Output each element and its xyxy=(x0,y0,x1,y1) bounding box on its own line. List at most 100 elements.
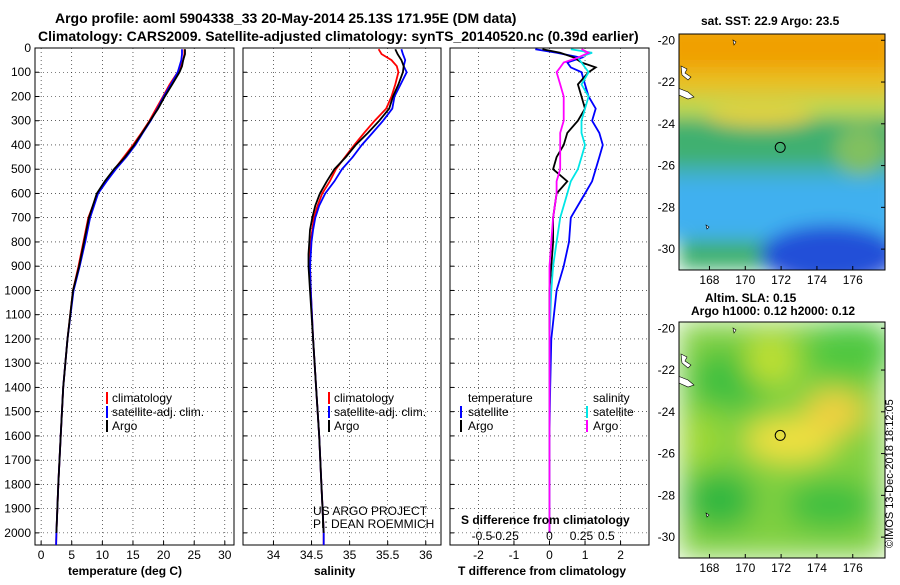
series-satellite-adj-clim- xyxy=(55,49,183,545)
sst-land-islands xyxy=(679,39,737,230)
depth-tick-label: 1600 xyxy=(4,429,31,443)
t-difference-axis-label: T difference from climatology xyxy=(458,564,626,578)
depth-tick-label: 300 xyxy=(11,114,31,128)
map-y-tick-label: -22 xyxy=(658,363,676,377)
s-tick-label: 0 xyxy=(546,529,553,543)
depth-tick-label: 600 xyxy=(11,186,31,200)
legend-climatology: climatology xyxy=(112,391,172,405)
argo-location-marker xyxy=(774,141,786,153)
x-tick-label: 34 xyxy=(267,548,281,562)
x-tick-label: 34.5 xyxy=(300,548,324,562)
x-tick-labels: 0 5 10 15 20 25 30 34 34.5 35 35.5 36 -2 -1 0 1 2 -0.5 -0.… xyxy=(38,529,624,562)
map-y-tick-label: -30 xyxy=(658,242,676,256)
map-y-tick-label: -24 xyxy=(658,117,676,131)
map-y-tick-label: -28 xyxy=(658,200,676,214)
legend-salinity-header: salinity xyxy=(593,391,630,405)
depth-tick-label: 1500 xyxy=(4,405,31,419)
depth-tick-label: 200 xyxy=(11,89,31,103)
depth-tick-labels: 0 100 200 300 400 500 600 700 800 900 1000 1100 1200… xyxy=(4,41,31,540)
map-y-tick-label: -24 xyxy=(658,405,676,419)
map-y-tick-label: -26 xyxy=(658,447,676,461)
sla-mid-2 xyxy=(680,415,720,465)
depth-tick-label: 1200 xyxy=(4,332,31,346)
x-tick-label: 35 xyxy=(343,548,357,562)
x-tick-label: 25 xyxy=(188,548,202,562)
sla-map-title-2: Argo h1000: 0.12 h2000: 0.12 xyxy=(691,304,855,318)
depth-tick-label: 500 xyxy=(11,162,31,176)
depth-tick-label: 1700 xyxy=(4,453,31,467)
difference-plot xyxy=(535,48,604,533)
depth-tick-label: 2000 xyxy=(4,526,31,540)
sla-mid-1 xyxy=(745,335,795,385)
legend-temperature-header: temperature xyxy=(468,391,533,405)
map-x-tick-label: 170 xyxy=(735,561,755,575)
map-x-tick-label: 176 xyxy=(843,273,863,287)
grid-layer xyxy=(35,47,649,545)
title-line-2: Climatology: CARS2009. Satellite-adjuste… xyxy=(38,28,639,44)
sla-low-3 xyxy=(685,470,755,530)
map-x-tick-label: 176 xyxy=(843,561,863,575)
map-y-tick-label: -28 xyxy=(658,488,676,502)
series-argo xyxy=(55,49,186,533)
legend-argo: Argo xyxy=(334,419,360,433)
depth-tick-label: 1100 xyxy=(5,308,31,322)
depth-tick-label: 900 xyxy=(11,259,31,273)
x-tick-label: -2 xyxy=(473,548,484,562)
depth-tick-label: 1800 xyxy=(4,477,31,491)
sst-mid-patch xyxy=(835,125,885,175)
x-tick-label: 20 xyxy=(157,548,171,562)
map-x-tick-label: 168 xyxy=(699,273,719,287)
salinity-panel-frame xyxy=(242,47,442,546)
depth-tick-label: 700 xyxy=(11,211,31,225)
x-tick-label: -1 xyxy=(509,548,520,562)
difference-legend: temperature satellite Argo salinity sate… xyxy=(460,391,634,433)
x-tick-label: 10 xyxy=(96,548,110,562)
s-tick-label: 0.5 xyxy=(598,529,615,543)
sla-high-1 xyxy=(745,418,835,462)
sst-map-title: sat. SST: 22.9 Argo: 23.5 xyxy=(701,14,840,28)
sla-map-frame xyxy=(678,321,886,559)
sla-map xyxy=(679,322,885,558)
legend-satellite: satellite-adj. clim. xyxy=(112,405,204,419)
map-tick-labels: 168 170 172 174 176 -20 -22 -24 -26 -28 -30 168 170 1… xyxy=(658,33,885,575)
sla-low-4 xyxy=(785,480,875,530)
legend-argo: Argo xyxy=(112,419,138,433)
project-annotation: US ARGO PROJECT xyxy=(313,504,428,518)
sla-map-title-1: Altim. SLA: 0.15 xyxy=(705,291,797,305)
sla-high-2 xyxy=(805,390,865,434)
series-climatology xyxy=(309,48,400,545)
salinity-plot xyxy=(307,48,408,545)
sst-cold-patch xyxy=(760,225,885,270)
salinity-axis-label: salinity xyxy=(314,564,356,578)
map-x-tick-label: 168 xyxy=(699,561,719,575)
sla-land-islands xyxy=(679,327,737,518)
sst-map xyxy=(679,34,885,270)
map-y-tick-label: -30 xyxy=(658,530,676,544)
argo-location-marker xyxy=(774,429,786,441)
title-line-1: Argo profile: aoml 5904338_33 20-May-201… xyxy=(55,10,516,26)
sla-low-2 xyxy=(805,322,885,380)
sst-yellow-tongue xyxy=(705,103,815,127)
legend-salinity-satellite: satellite xyxy=(593,405,634,419)
s-difference-axis-label: S difference from climatology xyxy=(461,513,630,527)
x-tick-label: 15 xyxy=(126,548,140,562)
temperature-legend: climatology satellite-adj. clim. Argo xyxy=(106,391,204,433)
temperature-plot xyxy=(55,49,186,545)
pi-annotation: PI: DEAN ROEMMICH xyxy=(313,517,434,531)
map-x-tick-label: 174 xyxy=(807,273,827,287)
x-tick-label: 36 xyxy=(419,548,433,562)
x-tick-label: 5 xyxy=(68,548,75,562)
temperature-axis-label: temperature (deg C) xyxy=(68,564,182,578)
legend-temperature-satellite: satellite xyxy=(468,405,509,419)
legend-temperature-argo: Argo xyxy=(468,419,494,433)
legend-satellite: satellite-adj. clim. xyxy=(334,405,426,419)
depth-tick-label: 0 xyxy=(24,41,31,55)
depth-tick-label: 1000 xyxy=(4,283,31,297)
salinity-legend: climatology satellite-adj. clim. Argo xyxy=(328,391,426,433)
depth-tick-label: 1300 xyxy=(4,356,31,370)
legend-salinity-argo: Argo xyxy=(593,419,619,433)
map-x-tick-label: 170 xyxy=(735,273,755,287)
s-tick-label: 0.25 xyxy=(570,529,594,543)
